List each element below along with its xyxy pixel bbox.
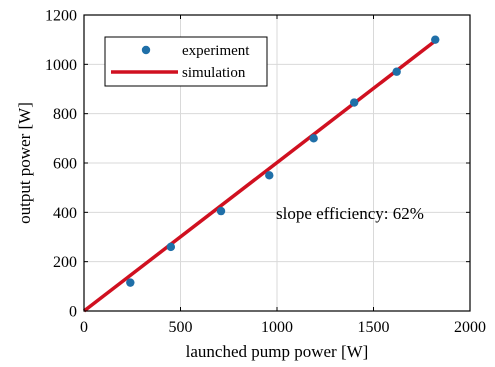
experiment-point [126, 278, 135, 287]
experiment-point [350, 98, 359, 107]
experiment-point [265, 171, 274, 180]
y-tick-label: 1000 [45, 57, 77, 74]
y-tick-label: 0 [69, 304, 77, 321]
legend-box [104, 36, 268, 87]
x-tick-label: 0 [80, 319, 88, 336]
legend-experiment-label: experiment [182, 43, 250, 59]
x-tick-label: 2000 [454, 319, 486, 336]
x-tick-label: 500 [169, 319, 193, 336]
slope-efficiency-annotation: slope efficiency: 62% [276, 204, 424, 223]
plot-series [82, 35, 440, 313]
experiment-point [392, 67, 401, 76]
experiment-point [309, 134, 318, 143]
x-tick-label: 1500 [358, 319, 390, 336]
y-tick-label: 200 [53, 254, 77, 271]
experiment-point [216, 206, 226, 216]
experiment-point [166, 242, 176, 252]
x-axis-title: launched pump power [W] [186, 342, 369, 361]
y-axis-title: output power [W] [15, 102, 34, 224]
y-tick-label: 800 [53, 106, 77, 123]
axis-ticks: 0 500 1000 1500 2000 0 200 400 600 800 1000 1200 [45, 8, 486, 337]
experiment-point [431, 35, 440, 44]
y-tick-label: 1200 [45, 8, 77, 25]
legend-experiment-marker [141, 45, 151, 55]
legend: experiment simulation [104, 36, 268, 87]
simulation-line [82, 39, 437, 313]
y-tick-label: 400 [53, 205, 77, 222]
x-tick-label: 1000 [261, 319, 293, 336]
legend-simulation-label: simulation [182, 65, 246, 81]
y-tick-label: 600 [53, 156, 77, 173]
